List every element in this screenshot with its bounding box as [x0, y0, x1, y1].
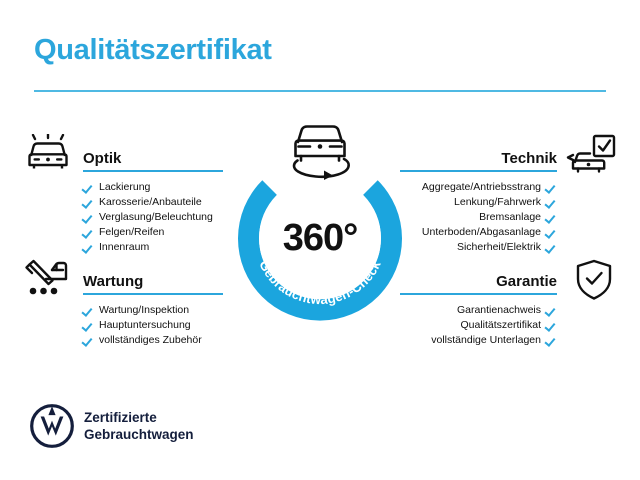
check-icon [83, 305, 94, 316]
vw-wordmark-line2: Gebrauchtwagen [84, 427, 194, 442]
vw-logo [30, 404, 74, 448]
section-wartung-header: Wartung [83, 265, 223, 295]
shield-check-icon [572, 258, 616, 302]
list-item-label: Karosserie/Anbauteile [99, 196, 202, 208]
section-garantie-list: Garantienachweis Qualitätszertifikat vol… [400, 303, 557, 348]
section-optik-header: Optik [83, 142, 223, 172]
list-item: Aggregate/Antriebsstrang [400, 180, 557, 195]
list-item: Felgen/Reifen [83, 225, 223, 240]
list-item: Bremsanlage [400, 210, 557, 225]
section-garantie-title: Garantie [496, 273, 557, 290]
section-technik-header: Technik [400, 142, 557, 172]
page-title: Qualitätszertifikat [34, 34, 272, 66]
section-technik: Technik Aggregate/Antriebsstrang Lenkung… [400, 142, 557, 255]
check-icon [83, 227, 94, 238]
list-item-label: Hauptuntersuchung [99, 319, 191, 331]
list-item-label: Unterboden/Abgasanlage [421, 226, 541, 238]
check-icon [83, 320, 94, 331]
list-item-label: Aggregate/Antriebsstrang [421, 181, 541, 193]
section-garantie: Garantie Garantienachweis Qualitätszerti… [400, 265, 557, 348]
list-item: Lackierung [83, 180, 223, 195]
car-checkbox-icon [566, 133, 618, 175]
check-icon [546, 212, 557, 223]
check-icon [546, 305, 557, 316]
section-technik-title: Technik [501, 150, 557, 167]
section-technik-divider [400, 170, 557, 172]
check-icon [546, 197, 557, 208]
list-item: Qualitätszertifikat [400, 318, 557, 333]
list-item-label: Innenraum [99, 241, 150, 253]
list-item-label: Qualitätszertifikat [460, 319, 541, 331]
check-icon [546, 335, 557, 346]
section-optik-title: Optik [83, 150, 122, 167]
list-item: Unterboden/Abgasanlage [400, 225, 557, 240]
check-icon [83, 335, 94, 346]
list-item: Verglasung/Beleuchtung [83, 210, 223, 225]
list-item-label: Garantienachweis [456, 304, 541, 316]
car-rotation-icon [272, 118, 368, 186]
list-item-label: Lenkung/Fahrwerk [454, 196, 541, 208]
section-optik-divider [83, 170, 223, 172]
list-item-label: Lackierung [99, 181, 151, 193]
list-item: vollständiges Zubehör [83, 333, 223, 348]
check-icon [83, 242, 94, 253]
list-item: vollständige Unterlagen [400, 333, 557, 348]
list-item-label: vollständige Unterlagen [431, 334, 541, 346]
list-item: Garantienachweis [400, 303, 557, 318]
list-item: Wartung/Inspektion [83, 303, 223, 318]
section-optik: Optik Lackierung Karosserie/Anbauteile V… [83, 142, 223, 255]
check-icon [546, 242, 557, 253]
check-icon [83, 197, 94, 208]
wrench-car-icon [22, 258, 74, 300]
check-icon [83, 182, 94, 193]
check-icon [83, 212, 94, 223]
section-garantie-header: Garantie [400, 265, 557, 295]
check-icon [546, 320, 557, 331]
list-item: Lenkung/Fahrwerk [400, 195, 557, 210]
list-item-label: Sicherheit/Elektrik [456, 241, 541, 253]
list-item: Hauptuntersuchung [83, 318, 223, 333]
section-wartung-divider [83, 293, 223, 295]
section-garantie-divider [400, 293, 557, 295]
list-item: Innenraum [83, 240, 223, 255]
title-divider [34, 90, 606, 92]
list-item-label: Bremsanlage [479, 211, 541, 223]
list-item: Sicherheit/Elektrik [400, 240, 557, 255]
section-wartung: Wartung Wartung/Inspektion Hauptuntersuc… [83, 265, 223, 348]
vw-wordmark-line1: Zertifizierte [84, 410, 157, 425]
car-shine-icon [22, 133, 74, 174]
section-wartung-list: Wartung/Inspektion Hauptuntersuchung vol… [83, 303, 223, 348]
vw-wordmark: Zertifizierte Gebrauchtwagen [84, 409, 194, 443]
section-optik-list: Lackierung Karosserie/Anbauteile Verglas… [83, 180, 223, 255]
list-item-label: Verglasung/Beleuchtung [99, 211, 213, 223]
list-item-label: vollständiges Zubehör [99, 334, 202, 346]
list-item-label: Wartung/Inspektion [99, 304, 190, 316]
check-icon [546, 182, 557, 193]
section-technik-list: Aggregate/Antriebsstrang Lenkung/Fahrwer… [400, 180, 557, 255]
list-item-label: Felgen/Reifen [99, 226, 165, 238]
check-icon [546, 227, 557, 238]
section-wartung-title: Wartung [83, 273, 144, 290]
list-item: Karosserie/Anbauteile [83, 195, 223, 210]
